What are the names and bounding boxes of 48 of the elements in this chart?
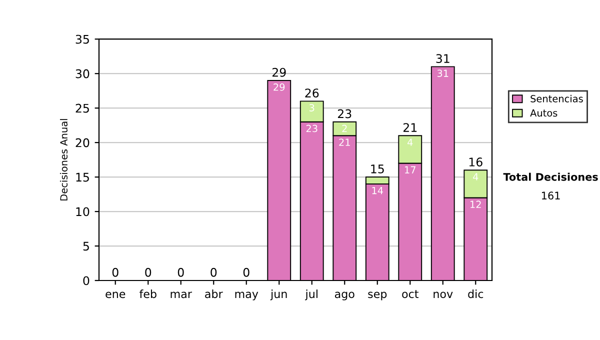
total-label: 0 (178, 268, 184, 277)
data-label: 4 (473, 173, 478, 180)
total-label: 15 (371, 164, 384, 174)
total-label: 31 (436, 54, 450, 64)
x-tick-label: mar (170, 292, 192, 298)
y-tick-label: 20 (76, 138, 90, 148)
x-tick-label: jul (305, 290, 318, 300)
data-label: 4 (408, 138, 413, 146)
data-label: 23 (306, 124, 318, 132)
legend-label: Sentencias (530, 94, 583, 102)
x-tick-label: sep (368, 292, 387, 300)
y-tick-label: 5 (83, 242, 89, 251)
x-tick-label: nov (434, 292, 453, 298)
data-label: 12 (470, 200, 481, 208)
total-label: 29 (272, 68, 286, 77)
legend-label: Autos (530, 109, 558, 117)
x-tick-label: jun (270, 290, 287, 300)
y-tick-label: 25 (76, 104, 89, 113)
total-label: 23 (338, 109, 352, 118)
total-label: 0 (112, 268, 118, 277)
x-tick-label: feb (139, 290, 156, 298)
total-label: 0 (145, 268, 152, 277)
x-tick-label: abr (205, 290, 223, 298)
data-label: 31 (437, 70, 448, 77)
x-tick-label: ene (106, 292, 126, 298)
x-tick-label: dic (468, 290, 484, 298)
total-label: 0 (210, 268, 217, 277)
y-axis-title: Decisiones Anual (60, 119, 68, 200)
y-tick-label: 10 (76, 207, 90, 216)
text: 161 (542, 192, 560, 200)
total-label: 16 (469, 158, 482, 166)
data-label: 3 (310, 104, 314, 112)
data-label: 2 (342, 124, 347, 132)
x-tick-label: may (235, 292, 258, 300)
total-label: 26 (305, 88, 319, 98)
x-tick-label: ago (334, 292, 354, 300)
total-label: 21 (403, 123, 417, 132)
data-label: 21 (339, 138, 350, 146)
data-label: 17 (405, 166, 416, 174)
y-tick-label: 35 (76, 34, 89, 44)
text: Total Decisiones (503, 172, 598, 181)
y-tick-label: 15 (76, 172, 89, 182)
total-label: 0 (243, 268, 250, 277)
data-label: 29 (274, 83, 285, 91)
x-tick-label: oct (402, 290, 418, 298)
data-label: 14 (372, 187, 384, 194)
y-tick-label: 0 (83, 276, 90, 286)
y-tick-label: 30 (76, 69, 90, 78)
